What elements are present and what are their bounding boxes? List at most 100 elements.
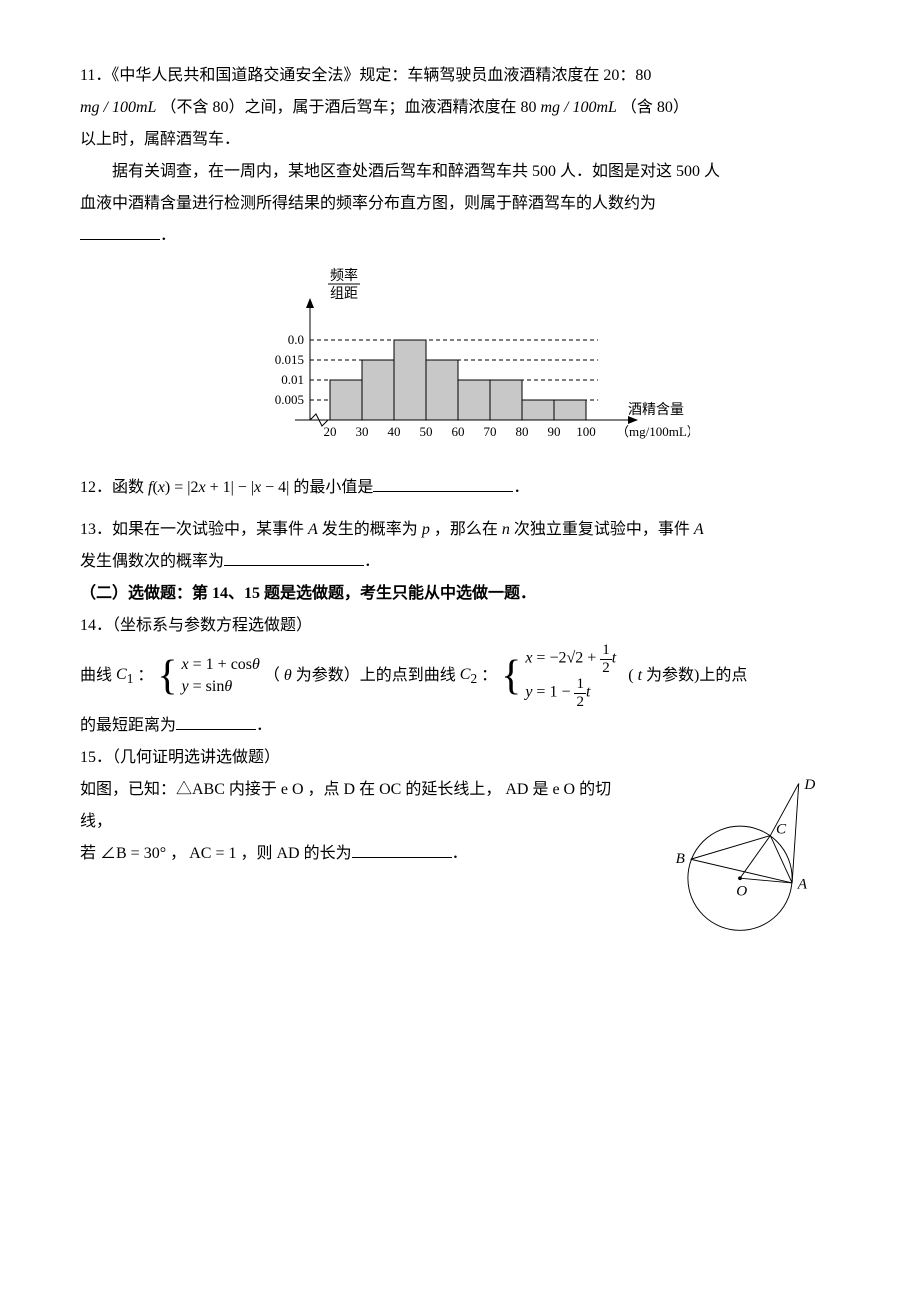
q14-post-a: ( bbox=[628, 663, 633, 689]
geometry-figure: A B C D O bbox=[640, 774, 840, 966]
q14-mid1c: 为参数）上的点到曲线 bbox=[296, 663, 456, 689]
svg-text:O: O bbox=[736, 882, 747, 899]
c2e2n: 1 bbox=[574, 676, 586, 694]
q13-A1: A bbox=[308, 521, 318, 538]
q11-l1-text: 11．《中华人民共和国道路交通安全法》规定：车辆驾驶员血液酒精浓度在 20：80 bbox=[80, 67, 651, 84]
svg-text:70: 70 bbox=[484, 424, 497, 439]
c2e1d: 2 bbox=[600, 660, 612, 677]
svg-text:C: C bbox=[776, 821, 787, 838]
q13-a: 13．如果在一次试验中，某事件 bbox=[80, 521, 308, 538]
q12-pre: 12．函数 bbox=[80, 479, 148, 496]
q11-l5: 血液中酒精含量进行检测所得结果的频率分布直方图，则属于醉酒驾车的人数约为 bbox=[80, 195, 656, 212]
svg-text:60: 60 bbox=[452, 424, 465, 439]
q12-x2: x bbox=[198, 479, 205, 496]
q14-l2e: ． bbox=[256, 717, 272, 734]
svg-text:0.01: 0.01 bbox=[281, 372, 304, 387]
q13-l2e: ． bbox=[364, 553, 380, 570]
q14-blank bbox=[176, 713, 256, 730]
section2-text: （二）选做题：第 14、15 题是选做题，考生只能从中选做一题． bbox=[80, 585, 536, 602]
q11-l3: 以上时，属醉酒驾车． bbox=[80, 131, 240, 148]
q11-line2: mg / 100mL （不含 80）之间，属于酒后驾车；血液酒精浓度在 80 m… bbox=[80, 92, 840, 124]
c2e1n: 1 bbox=[600, 642, 612, 660]
svg-text:0.005: 0.005 bbox=[275, 392, 304, 407]
q13-g: 次独立重复试验中，事件 bbox=[510, 521, 694, 538]
q11-line3: 以上时，属醉酒驾车． bbox=[80, 124, 840, 156]
c2e2b: = 1 − bbox=[532, 684, 574, 701]
q11-period: ． bbox=[160, 227, 176, 244]
svg-text:40: 40 bbox=[388, 424, 401, 439]
q15-title: 15．（几何证明选讲选做题） bbox=[80, 742, 840, 774]
geometry-svg: A B C D O bbox=[640, 774, 840, 954]
histogram-chart: 频率组距0.00.0150.010.0052030405060708090100… bbox=[230, 260, 690, 460]
q11-l2b: （不含 80）之间，属于酒后驾车；血液酒精浓度在 80 bbox=[160, 99, 536, 116]
q13-c: 发生的概率为 bbox=[318, 521, 422, 538]
q12-end: − 4| bbox=[261, 479, 289, 496]
q12-x1: x bbox=[158, 479, 165, 496]
svg-text:频率: 频率 bbox=[330, 267, 358, 284]
q12-eq: ) = |2 bbox=[165, 479, 199, 496]
c1e2b: = sin bbox=[189, 678, 225, 695]
q12: 12．函数 f(x) = |2x + 1| − |x − 4| 的最小值是． bbox=[80, 472, 840, 504]
svg-text:0.015: 0.015 bbox=[275, 352, 304, 367]
svg-text:酒精含量: 酒精含量 bbox=[628, 402, 684, 418]
brace-left-1: { bbox=[157, 655, 177, 697]
q15-l1t: 如图，已知：△ABC 内接于 e O ，点 D 在 OC 的延长线上， AD 是… bbox=[80, 781, 611, 830]
q13-l2: 发生偶数次的概率为 ． bbox=[80, 546, 840, 578]
svg-text:30: 30 bbox=[356, 424, 369, 439]
q14-l2t: 的最短距离为 bbox=[80, 717, 176, 734]
c2e1t: t bbox=[612, 650, 616, 667]
q15-title-text: 15．（几何证明选讲选做题） bbox=[80, 749, 280, 766]
q15-blank bbox=[352, 841, 452, 858]
q11-line6: ． bbox=[80, 220, 840, 252]
c1e1b: = 1 + cos bbox=[189, 656, 252, 673]
q14-line2: 的最短距离为 ． bbox=[80, 710, 840, 742]
section2-header: （二）选做题：第 14、15 题是选做题，考生只能从中选做一题． bbox=[80, 578, 840, 610]
svg-text:90: 90 bbox=[548, 424, 561, 439]
svg-text:20: 20 bbox=[324, 424, 337, 439]
c2e2d: 2 bbox=[574, 694, 586, 711]
q11-l4: 据有关调查，在一周内，某地区查处酒后驾车和醉酒驾车共 500 人．如图是对这 5… bbox=[112, 163, 720, 180]
q11-line4: 据有关调查，在一周内，某地区查处酒后驾车和醉酒驾车共 500 人．如图是对这 5… bbox=[80, 156, 840, 188]
svg-text:组距: 组距 bbox=[330, 286, 358, 302]
q14-pre: 曲线 bbox=[80, 663, 112, 689]
svg-text:D: D bbox=[803, 776, 815, 793]
q11-blank bbox=[80, 223, 160, 240]
svg-text:A: A bbox=[797, 876, 808, 893]
svg-text:0.0: 0.0 bbox=[288, 332, 304, 347]
c1e1c: θ bbox=[252, 656, 260, 673]
q14-post-t: t bbox=[638, 663, 642, 689]
svg-text:（mg/100mL）: （mg/100mL） bbox=[616, 424, 690, 439]
q14-title: 14．（坐标系与参数方程选做题） bbox=[80, 610, 840, 642]
q14-C2sub: 2 bbox=[470, 671, 477, 686]
q12-post: 的最小值是 bbox=[293, 479, 373, 496]
q12-mid: + 1| − | bbox=[206, 479, 254, 496]
q13-e: ，那么在 bbox=[430, 521, 502, 538]
svg-text:50: 50 bbox=[420, 424, 433, 439]
c1e2a: y bbox=[182, 678, 189, 695]
brace-left-2: { bbox=[501, 655, 521, 697]
q14-mid1a: （ bbox=[264, 663, 280, 689]
q12-period: ． bbox=[513, 479, 529, 496]
c1e2c: θ bbox=[224, 678, 232, 695]
q11-line1: 11．《中华人民共和国道路交通安全法》规定：车辆驾驶员血液酒精浓度在 20：80 bbox=[80, 60, 840, 92]
q15-l2a: 若 ∠B = 30° ， AC = 1 ，则 AD 的长为 bbox=[80, 845, 352, 862]
q11-l2d: （含 80） bbox=[621, 99, 689, 116]
q14-title-text: 14．（坐标系与参数方程选做题） bbox=[80, 617, 312, 634]
c1e1a: x bbox=[182, 656, 189, 673]
q13-l2t: 发生偶数次的概率为 bbox=[80, 553, 224, 570]
q14-C1: C bbox=[116, 666, 127, 683]
q14-colon2: ： bbox=[481, 663, 497, 689]
q12-blank bbox=[373, 475, 513, 492]
q14-C1sub: 1 bbox=[127, 671, 134, 686]
q13-blank bbox=[224, 549, 364, 566]
q14-C2: C bbox=[460, 666, 471, 683]
q14-colon1: ： bbox=[137, 663, 153, 689]
q14-post-c: 为参数)上的点 bbox=[646, 663, 747, 689]
q13-p: p bbox=[422, 521, 430, 538]
svg-text:B: B bbox=[676, 850, 685, 867]
histogram-wrap: 频率组距0.00.0150.010.0052030405060708090100… bbox=[80, 260, 840, 460]
q13-A2: A bbox=[694, 521, 704, 538]
q11-unit1: mg / 100mL bbox=[80, 99, 156, 116]
q14-c1-system: { x = 1 + cosθ y = sinθ bbox=[157, 654, 260, 699]
q11-unit2: mg / 100mL bbox=[540, 99, 616, 116]
